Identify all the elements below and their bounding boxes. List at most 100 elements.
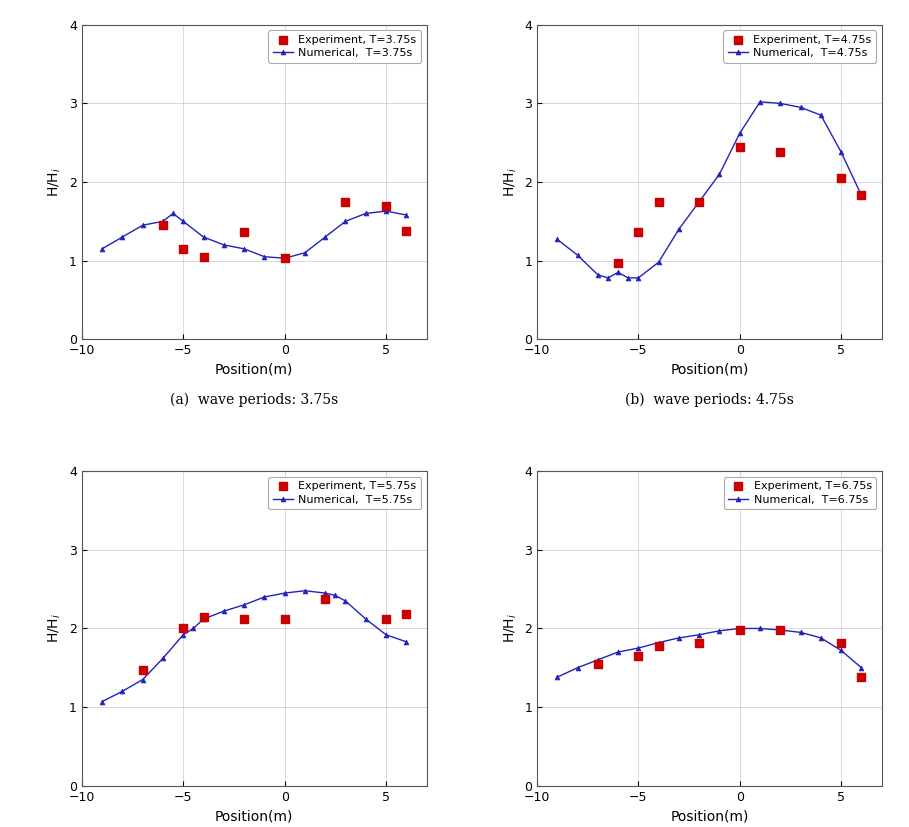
Experiment, T=3.75s — [338, 195, 353, 208]
Experiment, T=6.75s — [591, 657, 605, 671]
Numerical,  T=3.75s — [401, 210, 412, 220]
Numerical,  T=5.75s — [117, 686, 128, 696]
Numerical,  T=5.75s — [401, 637, 412, 647]
Line: Numerical,  T=3.75s: Numerical, T=3.75s — [100, 208, 409, 261]
Experiment, T=6.75s — [773, 624, 787, 637]
Numerical,  T=6.75s — [795, 628, 806, 638]
Numerical,  T=3.75s — [279, 253, 290, 263]
Numerical,  T=3.75s — [259, 251, 270, 261]
Numerical,  T=6.75s — [613, 647, 624, 657]
Numerical,  T=3.75s — [320, 232, 331, 242]
Numerical,  T=3.75s — [167, 208, 178, 218]
Experiment, T=3.75s — [236, 225, 251, 238]
Numerical,  T=5.75s — [360, 614, 371, 624]
Numerical,  T=4.75s — [654, 257, 664, 267]
Line: Numerical,  T=5.75s: Numerical, T=5.75s — [100, 588, 409, 704]
Legend: Experiment, T=5.75s, Numerical,  T=5.75s: Experiment, T=5.75s, Numerical, T=5.75s — [268, 477, 421, 509]
Experiment, T=6.75s — [692, 636, 706, 649]
Numerical,  T=4.75s — [623, 273, 634, 283]
Numerical,  T=3.75s — [340, 217, 351, 227]
Numerical,  T=6.75s — [593, 655, 604, 665]
Numerical,  T=3.75s — [238, 244, 249, 254]
Numerical,  T=5.75s — [218, 606, 229, 616]
Experiment, T=6.75s — [854, 671, 869, 684]
Numerical,  T=5.75s — [178, 630, 189, 640]
Numerical,  T=5.75s — [340, 596, 351, 606]
Numerical,  T=5.75s — [259, 592, 270, 602]
Experiment, T=4.75s — [611, 256, 625, 270]
Numerical,  T=4.75s — [552, 234, 563, 244]
Numerical,  T=4.75s — [694, 197, 704, 207]
Experiment, T=3.75s — [176, 242, 191, 256]
Numerical,  T=6.75s — [654, 638, 664, 648]
Numerical,  T=5.75s — [137, 675, 148, 685]
Numerical,  T=5.75s — [279, 588, 290, 598]
Legend: Experiment, T=4.75s, Numerical,  T=4.75s: Experiment, T=4.75s, Numerical, T=4.75s — [724, 31, 876, 63]
Experiment, T=4.75s — [631, 225, 645, 238]
Experiment, T=3.75s — [399, 224, 414, 237]
Numerical,  T=3.75s — [360, 208, 371, 218]
Experiment, T=4.75s — [834, 171, 848, 184]
Numerical,  T=4.75s — [633, 273, 644, 283]
X-axis label: Position(m): Position(m) — [215, 809, 294, 823]
Experiment, T=5.75s — [135, 663, 150, 676]
Numerical,  T=4.75s — [714, 170, 725, 179]
Experiment, T=5.75s — [379, 613, 394, 626]
Numerical,  T=3.75s — [381, 206, 392, 216]
Numerical,  T=3.75s — [137, 220, 148, 230]
Y-axis label: H/H$_i$: H/H$_i$ — [47, 614, 64, 643]
Experiment, T=4.75s — [733, 140, 747, 153]
Numerical,  T=4.75s — [613, 267, 624, 277]
X-axis label: Position(m): Position(m) — [215, 362, 294, 376]
Y-axis label: H/H$_i$: H/H$_i$ — [502, 167, 518, 197]
Numerical,  T=4.75s — [774, 98, 785, 108]
Text: (a)  wave periods: 3.75s: (a) wave periods: 3.75s — [170, 393, 338, 407]
Experiment, T=4.75s — [652, 195, 666, 208]
Numerical,  T=3.75s — [157, 217, 168, 227]
X-axis label: Position(m): Position(m) — [670, 362, 748, 376]
Numerical,  T=6.75s — [552, 672, 563, 682]
Experiment, T=5.75s — [236, 613, 251, 626]
Experiment, T=6.75s — [834, 636, 848, 649]
Legend: Experiment, T=6.75s, Numerical,  T=6.75s: Experiment, T=6.75s, Numerical, T=6.75s — [724, 477, 876, 509]
Numerical,  T=5.75s — [381, 630, 392, 640]
Numerical,  T=3.75s — [96, 244, 107, 254]
Numerical,  T=6.75s — [734, 624, 745, 633]
Numerical,  T=6.75s — [835, 646, 846, 656]
Y-axis label: H/H$_i$: H/H$_i$ — [47, 167, 64, 197]
Numerical,  T=4.75s — [856, 190, 867, 200]
Experiment, T=3.75s — [155, 218, 170, 232]
Experiment, T=5.75s — [399, 608, 414, 621]
Experiment, T=5.75s — [196, 610, 211, 624]
Numerical,  T=4.75s — [674, 224, 684, 234]
Numerical,  T=5.75s — [299, 586, 310, 595]
Numerical,  T=6.75s — [572, 662, 583, 672]
Numerical,  T=4.75s — [815, 110, 826, 120]
Numerical,  T=6.75s — [774, 625, 785, 635]
Experiment, T=6.75s — [652, 639, 666, 653]
Line: Numerical,  T=6.75s: Numerical, T=6.75s — [554, 626, 864, 680]
Numerical,  T=6.75s — [856, 662, 867, 672]
Numerical,  T=4.75s — [795, 103, 806, 112]
Numerical,  T=3.75s — [198, 232, 209, 242]
Y-axis label: H/H$_i$: H/H$_i$ — [502, 614, 518, 643]
Numerical,  T=3.75s — [178, 217, 189, 227]
Experiment, T=6.75s — [733, 624, 747, 637]
Numerical,  T=5.75s — [320, 588, 331, 598]
Numerical,  T=6.75s — [674, 633, 684, 643]
Experiment, T=3.75s — [196, 250, 211, 263]
Numerical,  T=4.75s — [754, 97, 765, 107]
Numerical,  T=5.75s — [188, 624, 199, 633]
Numerical,  T=5.75s — [157, 653, 168, 663]
Numerical,  T=3.75s — [218, 240, 229, 250]
Numerical,  T=4.75s — [572, 250, 583, 260]
Numerical,  T=3.75s — [299, 248, 310, 258]
Experiment, T=4.75s — [773, 146, 787, 159]
X-axis label: Position(m): Position(m) — [670, 809, 748, 823]
Experiment, T=5.75s — [176, 622, 191, 635]
Legend: Experiment, T=3.75s, Numerical,  T=3.75s: Experiment, T=3.75s, Numerical, T=3.75s — [268, 31, 421, 63]
Experiment, T=4.75s — [692, 195, 706, 208]
Numerical,  T=5.75s — [238, 600, 249, 609]
Numerical,  T=6.75s — [694, 630, 704, 640]
Experiment, T=3.75s — [379, 199, 394, 213]
